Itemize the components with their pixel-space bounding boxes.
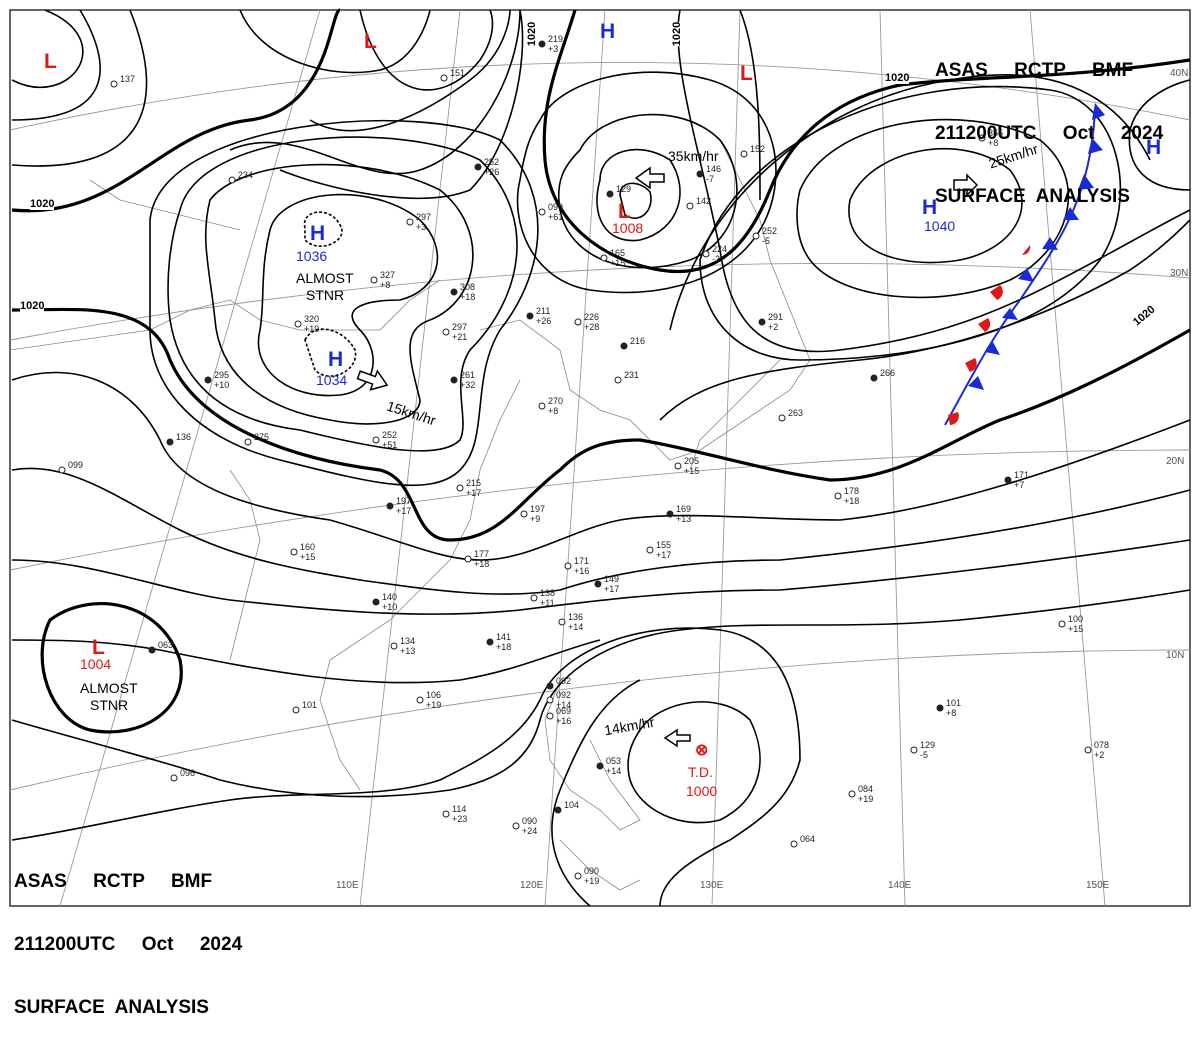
station-marker [546,696,554,704]
station-marker [702,250,710,258]
header-top-right: ASAS RCTP BMF 211200UTC Oct 2024 SURFACE… [935,18,1163,228]
station-marker [442,810,450,818]
station-marker [486,638,494,646]
station-marker [166,438,174,446]
station-marker [574,318,582,326]
motion-arrows [356,166,979,748]
header-line3: SURFACE ANALYSIS [935,186,1130,207]
station-marker [674,462,682,470]
station-marker [574,872,582,880]
station-marker [290,548,298,556]
isobars [11,8,1191,907]
station-marker [596,762,604,770]
station-marker [752,232,760,240]
station-marker [848,790,856,798]
station-marker [558,618,566,626]
station-marker [520,510,528,518]
cold-front [944,103,1105,426]
station-marker [546,712,554,720]
station-marker [740,150,748,158]
station-marker [600,254,608,262]
station-marker [110,80,118,88]
station-marker [1004,476,1012,484]
header-bottom-left: ASAS RCTP BMF 211200UTC Oct 2024 SURFACE… [14,829,242,1039]
station-marker [564,562,572,570]
station-marker [512,822,520,830]
station-marker [620,342,628,350]
station-marker [58,466,66,474]
station-marker [936,704,944,712]
station-marker [526,312,534,320]
station-marker [292,706,300,714]
station-marker [244,438,252,446]
station-markers [58,40,1092,880]
station-marker [696,170,704,178]
station-marker [614,376,622,384]
station-marker [758,318,766,326]
station-marker [978,134,986,142]
station-marker [370,276,378,284]
station-marker [666,510,674,518]
stationary-front-warm [948,245,1031,425]
station-marker [170,774,178,782]
station-marker [148,646,156,654]
station-marker [456,484,464,492]
station-marker [372,436,380,444]
station-marker [228,176,236,184]
station-marker [372,598,380,606]
map-frame [9,9,1191,907]
header-line2: 211200UTC Oct 2024 [935,123,1164,144]
station-marker [686,202,694,210]
station-marker [450,376,458,384]
station-marker [294,320,302,328]
station-marker [204,376,212,384]
station-marker [910,746,918,754]
station-marker [538,402,546,410]
station-marker [646,546,654,554]
station-marker [778,414,786,422]
station-marker [406,218,414,226]
station-marker [546,682,554,690]
station-marker [1058,620,1066,628]
station-marker [474,163,482,171]
station-marker [594,580,602,588]
station-marker [390,642,398,650]
station-marker [790,840,798,848]
header-line3: SURFACE ANALYSIS [14,997,209,1018]
station-marker [870,374,878,382]
header-line1: ASAS RCTP BMF [935,60,1134,81]
header-line2: 211200UTC Oct 2024 [14,934,243,955]
weather-map [9,8,1191,907]
station-marker [1084,746,1092,754]
station-marker [464,555,472,563]
header-line1: ASAS RCTP BMF [14,871,213,892]
station-marker [440,74,448,82]
station-marker [554,806,562,814]
coastlines [9,139,811,891]
station-marker [834,492,842,500]
station-marker [606,190,614,198]
station-marker [450,288,458,296]
station-marker [442,328,450,336]
station-marker [386,502,394,510]
station-marker [530,594,538,602]
station-marker [416,696,424,704]
station-marker [538,208,546,216]
station-marker [538,40,546,48]
graticule [9,9,1191,907]
